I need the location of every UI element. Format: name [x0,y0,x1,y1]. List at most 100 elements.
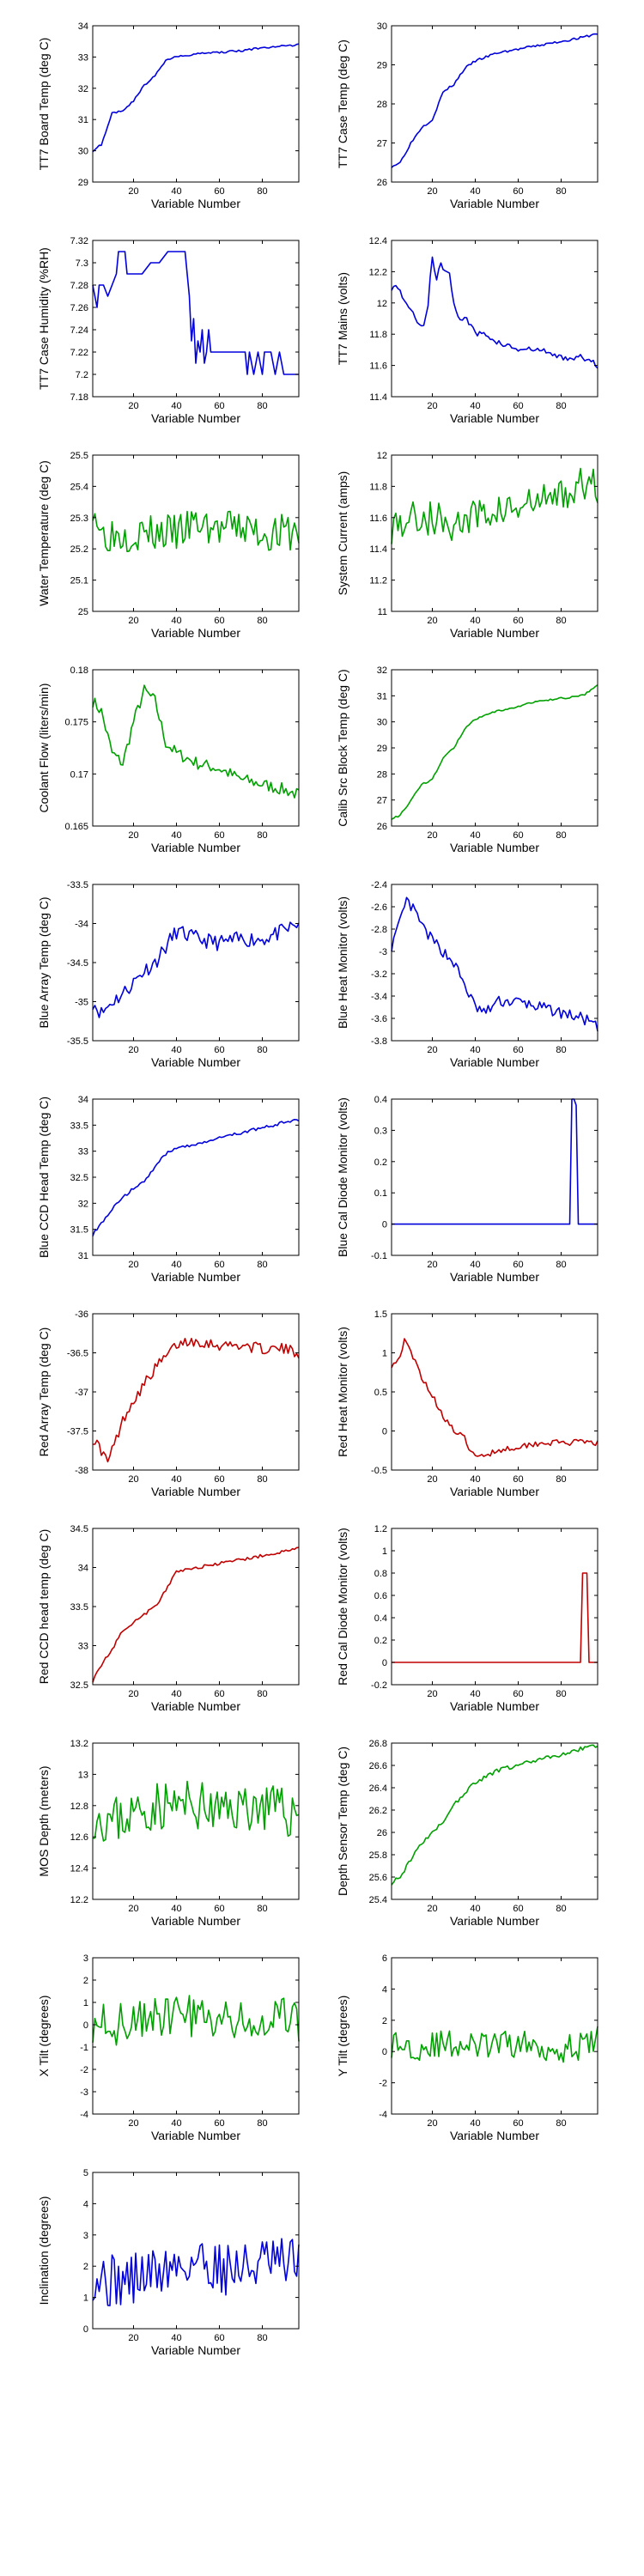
plot-frame [391,454,598,612]
y-tick-label: 2 [382,2016,387,2026]
y-tick-label: 32 [377,665,387,676]
x-tick-label: 40 [171,1260,181,1270]
y-tick-label: 6 [382,1953,387,1964]
x-tick-label: 60 [513,1474,523,1485]
x-tick-label: 40 [470,401,480,411]
x-tick-label: 20 [427,1474,437,1485]
y-tick-label: 32.5 [70,1680,88,1691]
y-tick-label: 3 [83,1953,88,1964]
chart-panel-5: 20 40 60 80 25 25.1 25.2 25.3 25.4 25.5 Variable N… [37,451,300,640]
y-tick-label: 0.18 [70,665,88,676]
chart-panel-13: 20 40 60 80 -38 -37.5 -37 -36.5 -36 Variable Numb… [37,1309,300,1498]
y-tick-label: 33.5 [70,1602,88,1613]
x-tick-label: 20 [128,616,138,626]
x-tick-label: 20 [427,401,437,411]
y-tick-label: -3.8 [371,1036,387,1047]
x-tick-label: 40 [470,830,480,841]
y-tick-label: 1 [382,1546,387,1557]
y-axis-label: Inclination (degrees) [37,2196,51,2306]
series-line-15 [92,1546,300,1683]
y-tick-label: 33 [78,1642,88,1652]
x-tick-label: 80 [257,1474,267,1485]
y-tick-label: 0.6 [374,1591,387,1601]
x-tick-label: 80 [257,1904,267,1914]
y-tick-label: 0.175 [64,718,88,728]
y-tick-label: -2 [379,2079,387,2089]
y-tick-label: 11.2 [369,576,387,586]
y-tick-label: -35 [75,998,88,1008]
x-tick-label: 40 [470,1260,480,1270]
y-tick-label: -36.5 [67,1349,88,1359]
y-tick-label: 0 [83,2324,88,2335]
y-tick-label: 27 [377,796,387,806]
y-tick-label: 25.4 [70,482,88,492]
x-tick-label: 20 [427,1260,437,1270]
x-tick-label: 40 [171,401,181,411]
chart-panel-19: 20 40 60 80 -4 -3 -2 -1 0 1 2 3 Variable Number X Til… [37,1953,300,2142]
x-tick-label: 60 [214,1689,224,1699]
x-tick-label: 40 [470,1689,480,1699]
y-tick-label: 0.2 [374,1636,387,1646]
x-axis-label: Variable Number [151,1485,240,1498]
y-tick-label: -3 [379,947,387,957]
x-axis-label: Variable Number [450,841,539,854]
y-tick-label: -34 [75,920,88,930]
x-axis-label: Variable Number [450,1270,539,1284]
x-tick-label: 20 [128,2333,138,2343]
plot-frame [391,1313,598,1471]
y-tick-label: 25.5 [70,451,88,461]
y-tick-label: 12.2 [369,267,387,277]
y-axis-label: X Tilt (degrees) [37,1996,51,2077]
x-tick-label: 40 [171,1045,181,1055]
x-tick-label: 80 [556,616,566,626]
y-tick-label: 12.2 [70,1895,88,1905]
y-tick-label: 26 [377,1828,387,1838]
x-tick-label: 80 [556,1045,566,1055]
x-tick-label: 40 [171,830,181,841]
y-tick-label: 34 [78,1564,88,1574]
x-tick-label: 20 [128,830,138,841]
chart-panel-3: 20 40 60 80 7.18 7.2 7.22 7.24 7.26 7.28 7.3 7.32 Va… [37,236,300,425]
y-tick-label: -38 [75,1466,88,1476]
series-line-4 [391,256,598,369]
series-line-18 [391,1744,598,1886]
chart-panel-6: 20 40 60 80 11 11.2 11.4 11.6 11.8 12 Variable Num… [336,451,598,640]
x-tick-label: 80 [257,1045,267,1055]
x-tick-label: 40 [171,2333,181,2343]
x-tick-label: 80 [556,1904,566,1914]
series-line-19 [92,1995,300,2046]
series-line-5 [92,510,300,553]
plot-frame [92,25,300,183]
x-tick-label: 80 [257,2333,267,2343]
y-tick-label: 31.5 [70,1225,88,1236]
y-tick-label: 25.2 [70,544,88,555]
series-line-20 [391,2026,598,2063]
y-tick-label: -3.4 [371,992,387,1002]
series-line-9 [92,921,300,1018]
chart-panel-15: 20 40 60 80 32.5 33 33.5 34 34.5 Variable Number R… [37,1524,300,1713]
plot-frame [92,1528,300,1686]
series-line-3 [92,251,299,375]
y-tick-label: -3.6 [371,1014,387,1024]
chart-panel-18: 20 40 60 80 25.4 25.6 25.8 26 26.2 26.4 26.6 26.8 Va… [336,1739,598,1928]
series-line-11 [92,1119,300,1236]
x-axis-label: Variable Number [151,2343,240,2357]
series-line-16 [392,1572,598,1663]
y-axis-label: Coolant Flow (liters/min) [37,683,51,813]
x-tick-label: 20 [128,1474,138,1485]
x-axis-label: Variable Number [450,1485,539,1498]
plot-frame [391,1098,598,1256]
plot-frame [391,1528,598,1686]
y-tick-label: -0.2 [371,1680,387,1691]
y-tick-label: 32 [78,1199,88,1209]
plot-frame [92,884,300,1042]
y-tick-label: 11.6 [369,513,387,524]
series-line-1 [92,43,300,153]
y-tick-label: -2 [80,2065,88,2075]
plot-frame [92,1957,300,2115]
y-tick-label: 1 [83,1998,88,2008]
x-tick-label: 80 [257,2118,267,2129]
y-tick-label: 0.2 [374,1157,387,1168]
x-axis-label: Variable Number [151,1055,240,1069]
